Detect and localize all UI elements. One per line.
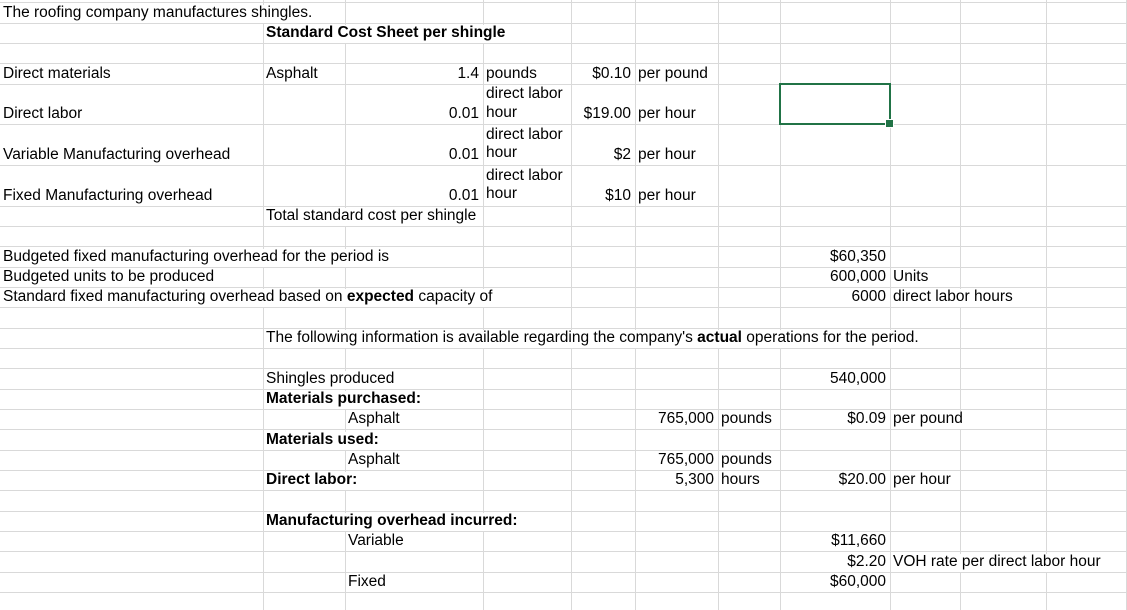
cell-A5[interactable]: Direct labor — [3, 105, 83, 125]
cell-H12[interactable]: 6000 — [851, 288, 886, 308]
selection-box — [779, 82, 894, 129]
cell-H11[interactable]: 600,000 — [829, 267, 886, 287]
gridline-horizontal — [0, 490, 1127, 492]
cell-I18[interactable]: per pound — [893, 410, 963, 430]
gridline-horizontal — [0, 347, 1127, 349]
gridline-horizontal — [0, 164, 1127, 166]
gridline-horizontal — [0, 307, 1127, 309]
cell-H10[interactable]: $60,350 — [829, 247, 886, 267]
cell-F20[interactable]: 765,000 — [657, 450, 714, 470]
cell-C7[interactable]: 0.01 — [448, 186, 479, 206]
cell-F6[interactable]: per hour — [638, 145, 696, 165]
cell-E5[interactable]: $19.00 — [583, 105, 631, 125]
cell-A4[interactable]: Direct materials — [3, 64, 111, 84]
cell-B8[interactable]: Total standard cost per shingle — [266, 206, 477, 226]
gridline-horizontal — [0, 22, 1127, 24]
gridline-horizontal — [0, 63, 1127, 65]
cell-D4[interactable]: pounds — [486, 64, 537, 84]
gridline-horizontal — [0, 429, 1127, 431]
gridline-horizontal — [0, 571, 1127, 573]
cell-H21[interactable]: $20.00 — [838, 471, 886, 491]
cell-E4[interactable]: $0.10 — [592, 64, 631, 84]
cell-C6[interactable]: 0.01 — [448, 145, 479, 165]
gridline-horizontal — [0, 266, 1127, 268]
gridline-horizontal — [0, 469, 1127, 471]
gridline-horizontal — [0, 388, 1127, 390]
cell-D7[interactable]: direct labor hour — [486, 166, 570, 206]
cell-F4[interactable]: per pound — [638, 64, 708, 84]
cell-E7[interactable]: $10 — [605, 186, 631, 206]
gridline-horizontal — [0, 246, 1127, 248]
cell-B19[interactable]: Materials used: — [266, 430, 379, 450]
gridline-horizontal — [0, 449, 1127, 451]
cell-C4[interactable]: 1.4 — [457, 64, 479, 84]
gridline-vertical — [890, 0, 891, 610]
cell-B4[interactable]: Asphalt — [266, 64, 318, 84]
cell-A12[interactable]: Standard fixed manufacturing overhead ba… — [3, 288, 493, 308]
gridline-horizontal — [0, 2, 1127, 4]
cell-B23[interactable]: Manufacturing overhead incurred: — [266, 511, 518, 531]
gridline-vertical — [718, 0, 719, 610]
cell-B21[interactable]: Direct labor: — [266, 471, 358, 491]
cell-H26[interactable]: $60,000 — [829, 572, 886, 592]
gridline-horizontal — [0, 510, 1127, 512]
cell-I21[interactable]: per hour — [893, 471, 951, 491]
cell-C5[interactable]: 0.01 — [448, 105, 479, 125]
gridline-vertical — [571, 0, 572, 610]
gridline-horizontal — [0, 530, 1127, 532]
cell-A1[interactable]: The roofing company manufactures shingle… — [3, 3, 313, 23]
cell-H25[interactable]: $2.20 — [847, 552, 886, 572]
cell-G18[interactable]: pounds — [721, 410, 772, 430]
cell-D5[interactable]: direct labor hour — [486, 85, 570, 125]
gridline-horizontal — [0, 42, 1127, 44]
cell-B14[interactable]: The following information is available r… — [266, 328, 919, 348]
cell-C24[interactable]: Variable — [348, 532, 404, 552]
gridline-horizontal — [0, 205, 1127, 207]
gridline-horizontal — [0, 83, 1127, 85]
cell-A6[interactable]: Variable Manufacturing overhead — [3, 145, 231, 165]
cell-G21[interactable]: hours — [721, 471, 760, 491]
cell-A10[interactable]: Budgeted fixed manufacturing overhead fo… — [3, 247, 390, 267]
gridline-horizontal — [0, 591, 1127, 593]
cell-B17[interactable]: Materials purchased: — [266, 389, 422, 409]
cell-H18[interactable]: $0.09 — [847, 410, 886, 430]
cell-F5[interactable]: per hour — [638, 105, 696, 125]
cell-G20[interactable]: pounds — [721, 450, 772, 470]
cell-B16[interactable]: Shingles produced — [266, 369, 395, 389]
cell-H16[interactable]: 540,000 — [829, 369, 886, 389]
cell-E6[interactable]: $2 — [613, 145, 631, 165]
cell-F18[interactable]: 765,000 — [657, 410, 714, 430]
gridline-horizontal — [0, 327, 1127, 329]
cell-I25[interactable]: VOH rate per direct labor hour — [893, 552, 1101, 572]
cell-A11[interactable]: Budgeted units to be produced — [3, 267, 215, 287]
cell-F21[interactable]: 5,300 — [675, 471, 714, 491]
gridline-horizontal — [0, 225, 1127, 227]
gridline-vertical — [780, 0, 781, 610]
gridline-horizontal — [0, 551, 1127, 553]
cell-D6[interactable]: direct labor hour — [486, 125, 570, 165]
gridline-vertical — [1046, 0, 1047, 610]
cell-C20[interactable]: Asphalt — [348, 450, 400, 470]
gridline-horizontal — [0, 286, 1127, 288]
cell-C26[interactable]: Fixed — [348, 572, 386, 592]
gridline-horizontal — [0, 408, 1127, 410]
fill-handle[interactable] — [885, 119, 894, 129]
cell-H24[interactable]: $11,660 — [831, 532, 886, 552]
cell-C18[interactable]: Asphalt — [348, 410, 400, 430]
cell-I12[interactable]: direct labor hours — [893, 288, 1013, 308]
cell-F7[interactable]: per hour — [638, 186, 696, 206]
cell-B2[interactable]: Standard Cost Sheet per shingle — [266, 23, 506, 43]
gridline-horizontal — [0, 124, 1127, 126]
gridline-horizontal — [0, 368, 1127, 370]
gridline-vertical — [635, 0, 636, 610]
cell-A7[interactable]: Fixed Manufacturing overhead — [3, 186, 213, 206]
cell-I11[interactable]: Units — [893, 267, 929, 287]
